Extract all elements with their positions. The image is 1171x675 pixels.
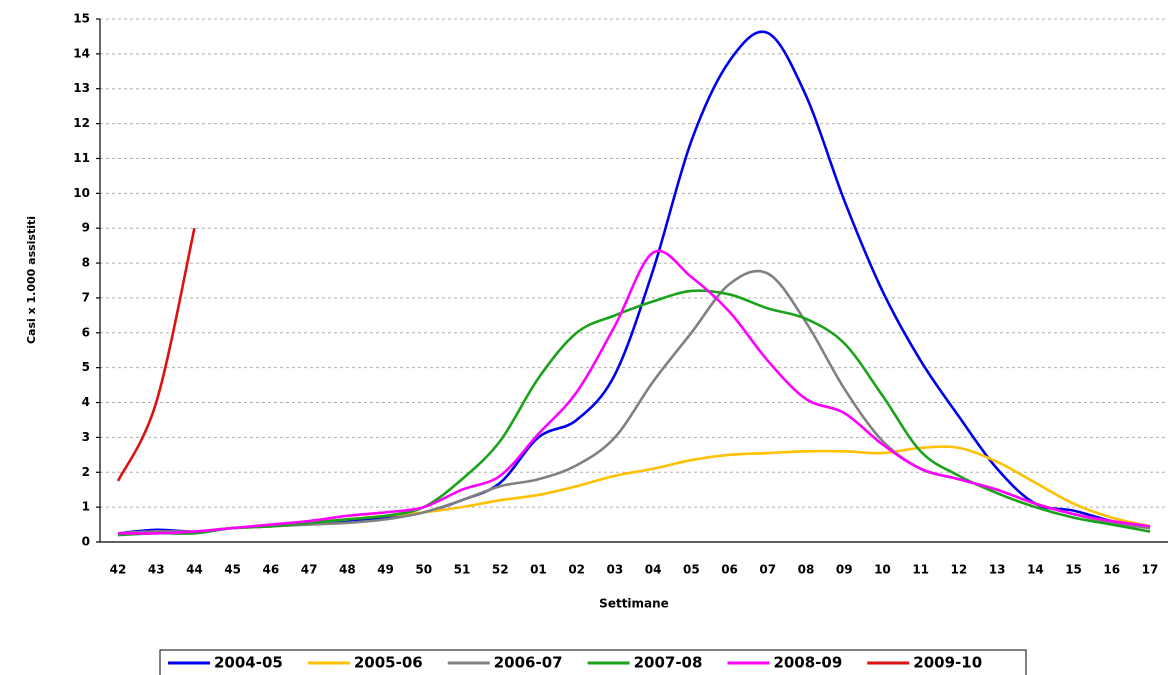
x-tick-label: 50 xyxy=(415,563,432,577)
y-tick-label: 9 xyxy=(82,221,90,235)
y-axis-label: Casi x 1.000 assistiti xyxy=(25,216,38,344)
x-tick-label: 04 xyxy=(645,563,662,577)
legend-label: 2006-07 xyxy=(494,654,563,672)
y-tick-label: 2 xyxy=(82,465,90,479)
x-tick-label: 16 xyxy=(1103,563,1120,577)
x-tick-label: 51 xyxy=(454,563,471,577)
x-tick-label: 47 xyxy=(301,563,318,577)
x-tick-label: 52 xyxy=(492,563,509,577)
x-tick-label: 02 xyxy=(568,563,585,577)
x-tick-label: 43 xyxy=(148,563,165,577)
y-tick-label: 8 xyxy=(82,256,90,270)
x-tick-label: 17 xyxy=(1142,563,1159,577)
x-axis-label: Settimane xyxy=(599,597,669,611)
legend-label: 2004-05 xyxy=(214,654,283,672)
x-tick-label: 45 xyxy=(224,563,241,577)
x-tick-label: 44 xyxy=(186,563,203,577)
series-line xyxy=(117,249,1151,535)
y-tick-label: 7 xyxy=(82,290,90,304)
x-tick-label: 46 xyxy=(263,563,280,577)
x-tick-label: 08 xyxy=(798,563,815,577)
x-tick-label: 15 xyxy=(1065,563,1082,577)
x-tick-label: 06 xyxy=(721,563,738,577)
x-tick-label: 13 xyxy=(989,563,1006,577)
x-tick-label: 07 xyxy=(759,563,776,577)
x-tick-label: 49 xyxy=(377,563,394,577)
x-tick-label: 09 xyxy=(836,563,853,577)
y-tick-label: 3 xyxy=(82,430,90,444)
y-tick-label: 5 xyxy=(82,360,90,374)
y-tick-label: 10 xyxy=(73,186,90,200)
legend-label: 2007-08 xyxy=(634,654,703,672)
x-tick-label: 48 xyxy=(339,563,356,577)
x-tick-label: 05 xyxy=(683,563,700,577)
x-tick-label: 14 xyxy=(1027,563,1044,577)
x-tick-label: 42 xyxy=(110,563,127,577)
y-tick-label: 6 xyxy=(82,325,90,339)
x-tick-label: 03 xyxy=(607,563,624,577)
y-tick-label: 0 xyxy=(82,535,90,549)
y-tick-label: 15 xyxy=(73,12,90,26)
y-tick-label: 14 xyxy=(73,46,90,60)
y-tick-label: 13 xyxy=(73,81,90,95)
y-tick-label: 11 xyxy=(73,151,90,165)
x-tick-label: 01 xyxy=(530,563,547,577)
x-tick-label: 11 xyxy=(912,563,929,577)
legend-label: 2008-09 xyxy=(773,654,842,672)
x-tick-label: 12 xyxy=(951,563,968,577)
y-tick-label: 12 xyxy=(73,116,90,130)
legend-label: 2005-06 xyxy=(354,654,423,672)
legend-label: 2009-10 xyxy=(913,654,982,672)
y-tick-label: 1 xyxy=(82,500,90,514)
series-line xyxy=(116,227,196,482)
y-tick-label: 4 xyxy=(82,395,90,409)
x-tick-label: 10 xyxy=(874,563,891,577)
